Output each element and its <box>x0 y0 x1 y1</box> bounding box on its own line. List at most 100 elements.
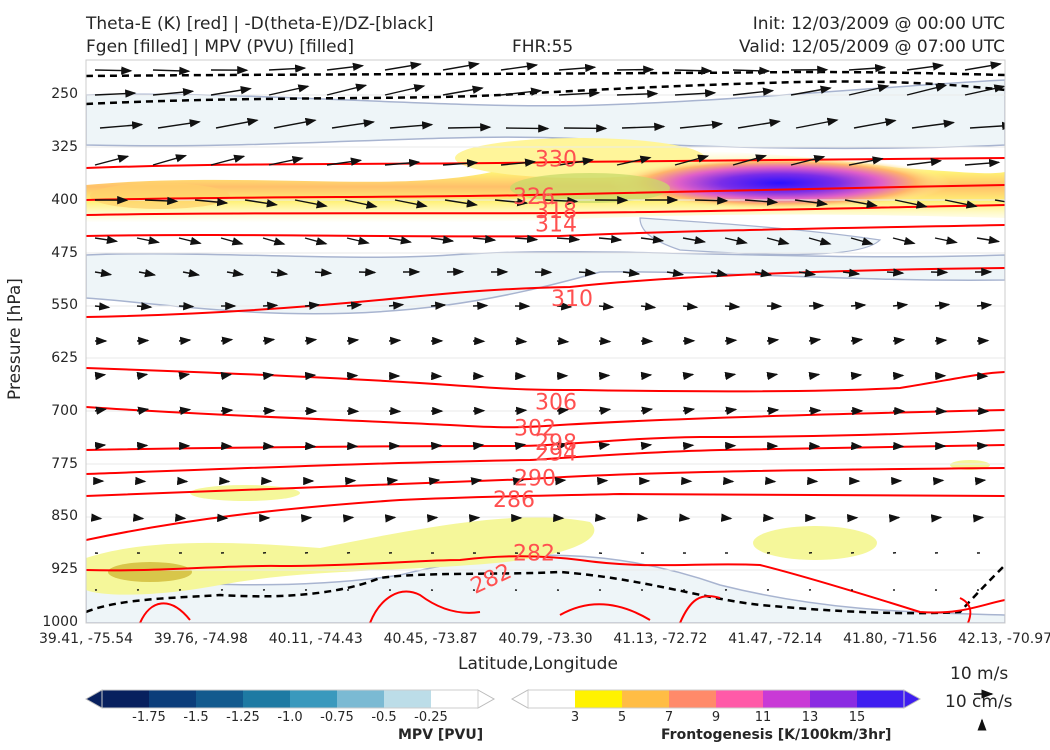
wind-vector <box>388 236 412 245</box>
wind-vector <box>178 406 192 416</box>
fgen-colorbar <box>510 689 922 709</box>
wind-vector <box>304 441 317 451</box>
forecast-hour: FHR:55 <box>512 37 574 57</box>
fgen-colorbar-tick-label: 11 <box>754 710 772 725</box>
wind-vector <box>262 371 275 381</box>
wind-vector <box>194 197 229 207</box>
wind-vector <box>724 236 748 245</box>
fgen-colorbar-right-arrow <box>903 689 922 709</box>
wind-vector <box>304 336 318 346</box>
plot-frame <box>85 59 1006 624</box>
mpv-colorbar-swatch <box>243 690 291 708</box>
wind-vector <box>682 441 695 451</box>
wind-vector <box>344 199 378 209</box>
contour-label-326: 326 <box>513 185 555 210</box>
wind-vector <box>136 236 160 245</box>
wind-vector <box>674 89 717 98</box>
fgen-colorbar-swatch <box>716 690 764 708</box>
wind-vector <box>994 199 1005 203</box>
wind-vector <box>766 237 790 246</box>
wind-vector <box>808 371 821 381</box>
mpv-colorbar-tick-label: -0.5 <box>371 710 397 725</box>
wind-vector <box>94 406 108 415</box>
wind-vector <box>636 513 649 522</box>
wind-vector <box>934 236 958 245</box>
x-tick-label: 40.79, -73.30 <box>498 631 593 647</box>
wind-vector <box>795 117 839 129</box>
mpv-colorbar-label: MPV [PVU] <box>398 727 484 743</box>
wind-vector <box>152 154 188 166</box>
y-axis-label: Pressure [hPa] <box>5 278 25 400</box>
wind-vector <box>270 268 289 277</box>
ref-vector-horizontal-label: 10 m/s <box>950 664 1009 684</box>
wind-vector <box>598 302 615 311</box>
theta-e-contour-306 <box>86 367 1005 393</box>
wind-vector <box>622 268 641 277</box>
wind-vector <box>326 157 363 166</box>
wind-vector <box>964 84 1005 96</box>
y-tick-label: 400 <box>51 191 78 208</box>
wind-vector <box>268 64 307 73</box>
wind-vector <box>178 301 195 311</box>
mpv-fill-mid <box>86 251 1005 315</box>
wind-vector <box>500 87 543 96</box>
wind-vector <box>210 154 246 166</box>
mpv-colorbar-right-arrow <box>477 689 496 709</box>
wind-vector <box>262 237 286 246</box>
wind-vector <box>430 441 443 451</box>
x-tick-label: 42.13, -70.97 <box>957 631 1050 647</box>
fgen-colorbar-swatch <box>528 690 576 708</box>
wind-vector <box>94 371 107 381</box>
wind-vector <box>514 441 527 451</box>
wind-vector <box>850 301 867 310</box>
wind-vector <box>136 371 149 381</box>
wind-vector <box>976 235 1001 245</box>
wind-vector <box>157 119 201 129</box>
contour-label-286: 286 <box>493 488 535 513</box>
wind-vector <box>640 441 653 451</box>
wind-vector <box>220 371 233 381</box>
theta-e-contour-286 <box>86 492 1005 541</box>
wind-vector <box>514 234 539 244</box>
wind-vector <box>766 406 780 416</box>
wind-vector <box>218 476 231 486</box>
x-tick-label: 41.47, -72.14 <box>728 631 823 647</box>
mpv-colorbar-tick-label: -0.25 <box>414 710 448 725</box>
fgen-colorbar-tick-label: 7 <box>664 710 674 725</box>
y-tick-label: 475 <box>51 244 78 261</box>
wind-vector <box>132 513 145 522</box>
fgen-left-patch <box>90 183 230 209</box>
wind-vector <box>326 83 368 96</box>
wind-vector <box>136 336 150 346</box>
wind-vector <box>220 406 234 416</box>
wind-vector <box>94 441 107 451</box>
wind-vector <box>720 513 733 522</box>
wind-vector <box>556 406 570 416</box>
wind-vector <box>556 441 569 451</box>
wind-vector <box>388 301 405 310</box>
wind-vector <box>724 406 738 415</box>
y-tick-label: 550 <box>51 297 78 314</box>
theta-e-contour-294 <box>86 444 1005 475</box>
wind-vector <box>152 87 195 97</box>
wind-vector <box>512 477 525 486</box>
wind-vector <box>220 237 244 246</box>
wind-vector <box>640 235 665 244</box>
mpv-colorbar-swatch <box>149 690 197 708</box>
wind-vector <box>262 441 275 451</box>
wind-vector <box>678 513 691 522</box>
valid-time: Valid: 12/05/2009 @ 07:00 UTC <box>739 37 1005 57</box>
wind-vector <box>430 301 447 310</box>
wind-vector <box>972 514 985 523</box>
wind-vector <box>215 117 259 129</box>
theta-e-contour-330 <box>86 157 1005 169</box>
fgen-colorbar-swatch <box>575 690 623 708</box>
wind-vector <box>790 155 826 166</box>
mpv-colorbar-swatch <box>337 690 385 708</box>
wind-vector <box>906 83 948 96</box>
wind-vector <box>358 267 377 277</box>
wind-vector <box>808 406 822 416</box>
wind-vector <box>934 336 948 346</box>
wind-vector <box>176 476 189 486</box>
y-tick-label: 925 <box>51 561 78 578</box>
